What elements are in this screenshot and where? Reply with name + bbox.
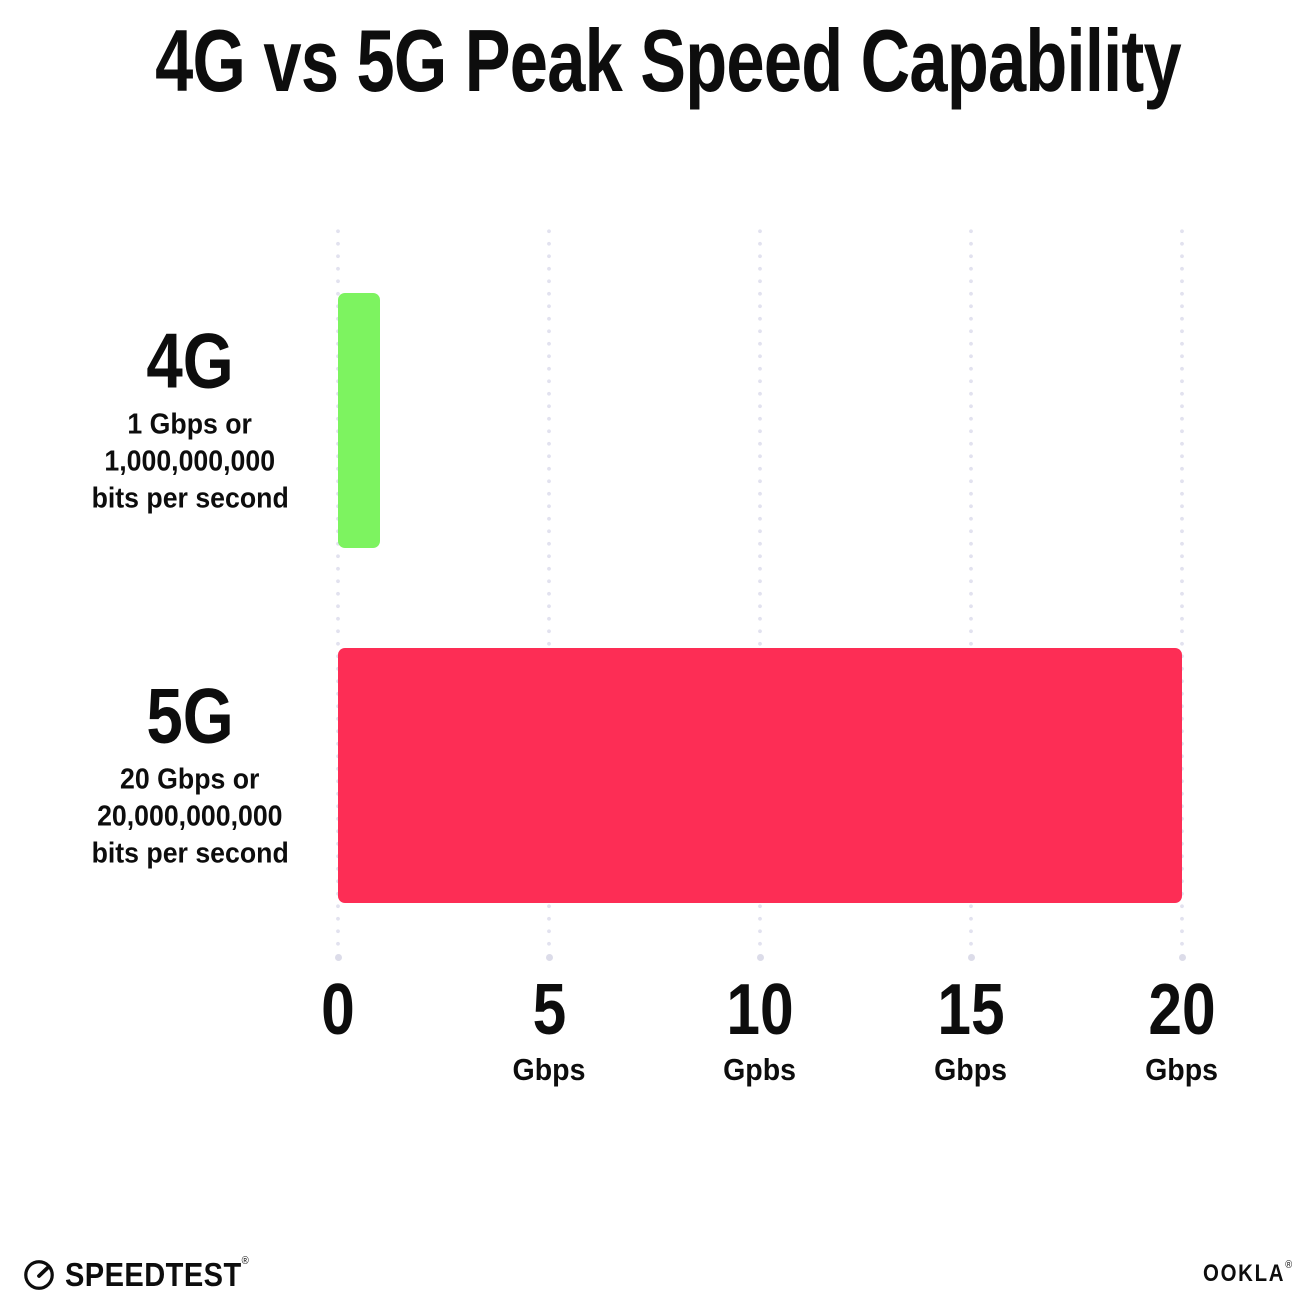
- ookla-wordmark: OOKLA®: [1203, 1259, 1294, 1288]
- gauge-icon: [22, 1258, 56, 1292]
- plot-area: [334, 225, 1186, 961]
- x-tick-20: 20 Gbps: [1142, 970, 1222, 1086]
- row-label-description-text: bits per second: [91, 482, 289, 514]
- row-label-description-text: 20 Gbps or: [120, 763, 260, 795]
- x-tick-5: 5 Gbps: [509, 970, 588, 1086]
- row-label-4g: 4G 1 Gbps or 1,000,000,000 bits per second: [16, 316, 364, 517]
- x-tick-value-text: 0: [321, 970, 355, 1050]
- row-label-heading-text: 4G: [146, 316, 234, 404]
- row-label-description-line: 20 Gbps or: [16, 761, 364, 798]
- row-label-description-line: bits per second: [16, 480, 364, 517]
- x-tick-value: 15: [931, 970, 1011, 1050]
- row-label-description-text: 1,000,000,000: [104, 445, 276, 477]
- x-tick-10: 10 Gpbs: [720, 970, 800, 1086]
- x-tick-value: 0: [318, 970, 358, 1050]
- row-label-description-line: 1,000,000,000: [16, 443, 364, 480]
- row-label-description-text: 1 Gbps or: [127, 408, 253, 440]
- row-label-description-text: bits per second: [91, 837, 289, 869]
- chart-title: 4G vs 5G Peak Speed Capability: [155, 11, 1182, 110]
- row-label-description-line: 20,000,000,000: [16, 798, 364, 835]
- bar-5g: [338, 648, 1182, 903]
- row-label-heading: 4G: [16, 316, 364, 404]
- speedtest-wordmark: SPEEDTEST®: [65, 1255, 250, 1294]
- x-tick-unit-text: Gbps: [1145, 1052, 1219, 1087]
- x-tick-value-text: 20: [1148, 970, 1216, 1050]
- bar-4g: [338, 293, 381, 548]
- x-tick-0: 0: [318, 970, 358, 1050]
- row-label-5g: 5G 20 Gbps or 20,000,000,000 bits per secon…: [16, 671, 364, 872]
- registered-mark-icon: ®: [1285, 1259, 1294, 1271]
- x-tick-15: 15 Gbps: [931, 970, 1011, 1086]
- x-tick-unit: Gbps: [509, 1054, 588, 1086]
- x-tick-unit-text: Gpbs: [723, 1052, 797, 1087]
- gridline-5: [545, 225, 553, 961]
- registered-mark-icon: ®: [241, 1255, 250, 1267]
- x-tick-value-text: 15: [937, 970, 1005, 1050]
- row-label-description-line: 1 Gbps or: [16, 406, 364, 443]
- x-tick-value-text: 10: [726, 970, 794, 1050]
- row-label-description-text: 20,000,000,000: [97, 800, 283, 832]
- x-tick-unit: Gpbs: [720, 1054, 800, 1086]
- ookla-logo: OOKLA®: [1187, 1260, 1294, 1288]
- x-tick-unit-text: Gbps: [934, 1052, 1008, 1087]
- gridline-15: [967, 225, 975, 961]
- speedtest-logo: SPEEDTEST®: [22, 1256, 274, 1294]
- row-label-description-line: bits per second: [16, 835, 364, 872]
- row-label-heading: 5G: [16, 671, 364, 759]
- x-tick-value: 5: [509, 970, 588, 1050]
- x-tick-unit: Gbps: [931, 1054, 1011, 1086]
- gridline-0: [334, 225, 342, 961]
- x-tick-unit-text: Gbps: [512, 1052, 586, 1087]
- x-tick-value-text: 5: [532, 970, 566, 1050]
- row-label-heading-text: 5G: [146, 671, 234, 759]
- gridline-20: [1178, 225, 1186, 961]
- x-tick-value: 10: [720, 970, 800, 1050]
- x-tick-unit: Gbps: [1142, 1054, 1222, 1086]
- x-tick-value: 20: [1142, 970, 1222, 1050]
- x-axis: 0 5 Gbps 10 Gpbs 15 Gbps 20 Gbps: [321, 970, 1218, 1118]
- gridline-10: [756, 225, 764, 961]
